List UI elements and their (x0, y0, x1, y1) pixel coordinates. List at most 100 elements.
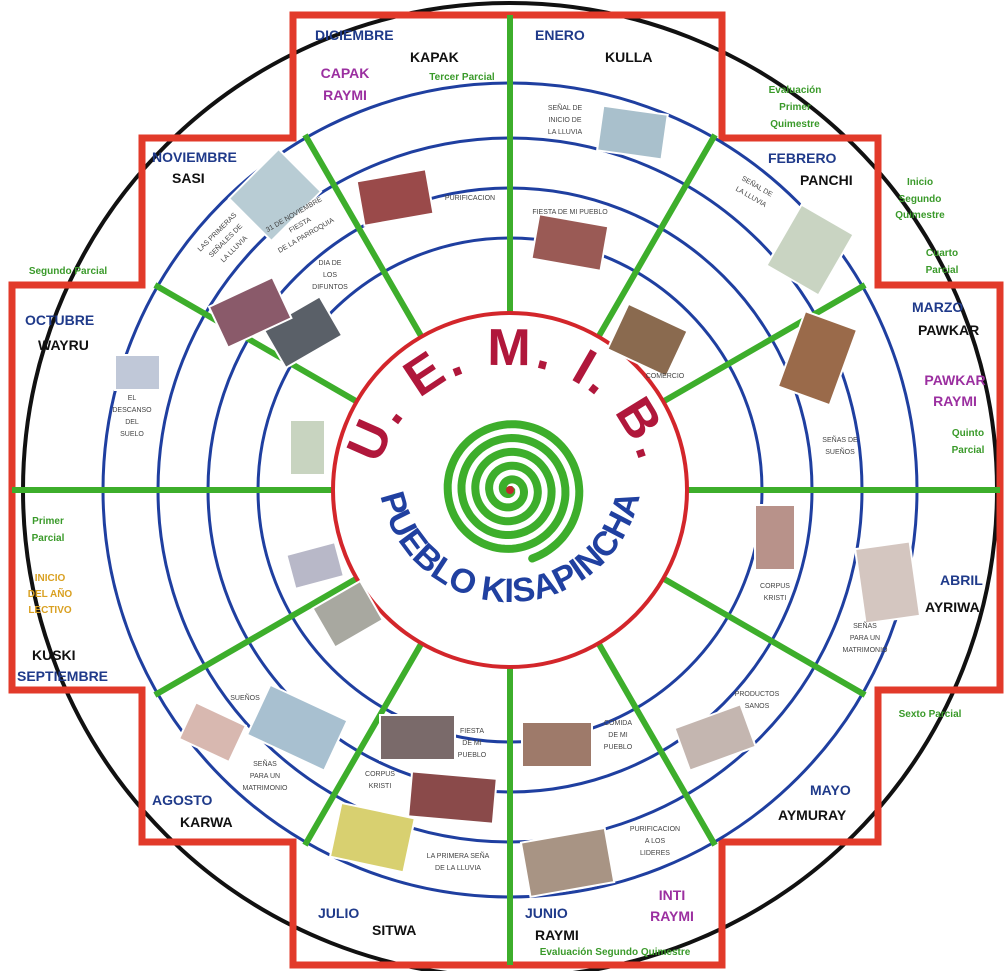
month-kichwa: KAPAK (410, 49, 459, 65)
sign-line: MATRIMONIO (243, 785, 289, 792)
sign-line: LIDERES (640, 850, 670, 857)
photo (408, 771, 497, 823)
photo (597, 106, 668, 160)
sign-line: DIFUNTOS (312, 284, 348, 291)
sign-line: SEÑAS DE (822, 435, 858, 444)
sign-line: DESCANSO (112, 407, 152, 414)
period-line: Sexto Parcial (899, 709, 962, 720)
period-line: Parcial (32, 533, 65, 544)
month-kichwa: KARWA (180, 814, 233, 830)
month-name: ABRIL (940, 572, 983, 588)
period: Evaluación Segundo Quimestre (540, 947, 691, 958)
month-name: SEPTIEMBRE (17, 668, 108, 684)
sign-line: SEÑAS (253, 759, 277, 768)
sign-line: CORPUS (760, 583, 790, 590)
month-name: MAYO (810, 782, 851, 798)
month-name: FEBRERO (768, 150, 837, 166)
month-kichwa: KUSKI (32, 647, 76, 663)
school-start-line: LECTIVO (28, 605, 72, 616)
sign: SUEÑOS (230, 693, 260, 702)
sign-line: LOS (323, 272, 337, 279)
sign: FIESTA DE MI PUEBLO (532, 209, 608, 216)
photo (522, 722, 592, 767)
period-line: Parcial (926, 265, 959, 276)
month-name: MARZO (912, 299, 963, 315)
period-line: Quimestre (895, 210, 945, 221)
period-line: Cuarto (926, 248, 958, 259)
sign-line: INICIO DE (548, 117, 581, 124)
month-kichwa: SASI (172, 170, 205, 186)
period: Sexto Parcial (899, 709, 962, 720)
period-line: Inicio (907, 177, 933, 188)
month-kichwa: KULLA (605, 49, 652, 65)
month-kichwa: WAYRU (38, 337, 89, 353)
sign-line: EL (128, 395, 137, 402)
photo (115, 355, 160, 390)
period: Segundo Parcial (29, 266, 108, 277)
sign-line: PARA UN (850, 635, 880, 642)
festival-line: INTI (659, 887, 685, 903)
month-name: JUNIO (525, 905, 568, 921)
period-line: Parcial (952, 445, 985, 456)
month-name: DICIEMBRE (315, 27, 394, 43)
sign-line: PARA UN (250, 773, 280, 780)
sign-line: DEL (125, 419, 139, 426)
sign-line: MATRIMONIO (843, 647, 889, 654)
month-name: NOVIEMBRE (152, 149, 237, 165)
sign-line: PUEBLO (604, 744, 633, 751)
period-line: Primer (32, 516, 64, 527)
sign-line: CORPUS (365, 771, 395, 778)
sign-line: LA PRIMERA SEÑA (427, 851, 490, 860)
sign-line: PRODUCTOS (735, 691, 780, 698)
month-kichwa: SITWA (372, 922, 416, 938)
month-kichwa: AYMURAY (778, 807, 847, 823)
sign-line: DE LA LLUVIA (435, 865, 481, 872)
month-name: ENERO (535, 27, 585, 43)
period-line: Quinto (952, 428, 984, 439)
sign-line: DE MI (608, 732, 628, 739)
sign: COMERCIO (646, 373, 685, 380)
sign-line: KRISTI (764, 595, 787, 602)
sign-line: COMIDA (604, 720, 632, 727)
spiral-dot (506, 486, 514, 494)
month-name: AGOSTO (152, 792, 213, 808)
sign-line: FIESTA DE MI PUEBLO (532, 209, 608, 216)
month-kichwa: RAYMI (535, 927, 579, 943)
period-line: Primer (779, 102, 811, 113)
photo (855, 541, 920, 623)
sign-line: A LOS (645, 838, 666, 845)
sign-line: DE MI (462, 740, 482, 747)
photo (380, 715, 455, 760)
period-line: Evaluación (769, 85, 822, 96)
festival-line: RAYMI (933, 393, 977, 409)
festival-line: CAPAK (321, 65, 370, 81)
festival-line: RAYMI (323, 87, 367, 103)
school-start-line: DEL AÑO (28, 587, 73, 600)
sign-line: FIESTA (460, 728, 484, 735)
period-line: Segundo Parcial (29, 266, 108, 277)
month-name: OCTUBRE (25, 312, 94, 328)
month-name: JULIO (318, 905, 359, 921)
sign-line: KRISTI (369, 783, 392, 790)
sign-line: SUEÑOS (230, 693, 260, 702)
sign: PURIFICACION (445, 195, 495, 202)
period: Tercer Parcial (429, 72, 495, 83)
sign-line: SEÑAL DE (548, 103, 583, 112)
sign-line: DIA DE (319, 260, 342, 267)
calendar-diagram: U. E. M. I. B. PUEBLO KISAPINCHA DICIEMB… (0, 0, 1005, 971)
sign-line: SUEÑOS (825, 447, 855, 456)
photo (290, 420, 325, 475)
sign-line: PUEBLO (458, 752, 487, 759)
festival-line: PAWKAR (924, 372, 985, 388)
period-line: Evaluación Segundo Quimestre (540, 947, 691, 958)
period-line: Quimestre (770, 119, 820, 130)
sign-line: PURIFICACION (445, 195, 495, 202)
month-kichwa: PANCHI (800, 172, 853, 188)
festival-line: RAYMI (650, 908, 694, 924)
sign-line: SEÑAS (853, 621, 877, 630)
month-kichwa: AYRIWA (925, 599, 980, 615)
month-kichwa: PAWKAR (918, 322, 979, 338)
sign-line: COMERCIO (646, 373, 685, 380)
